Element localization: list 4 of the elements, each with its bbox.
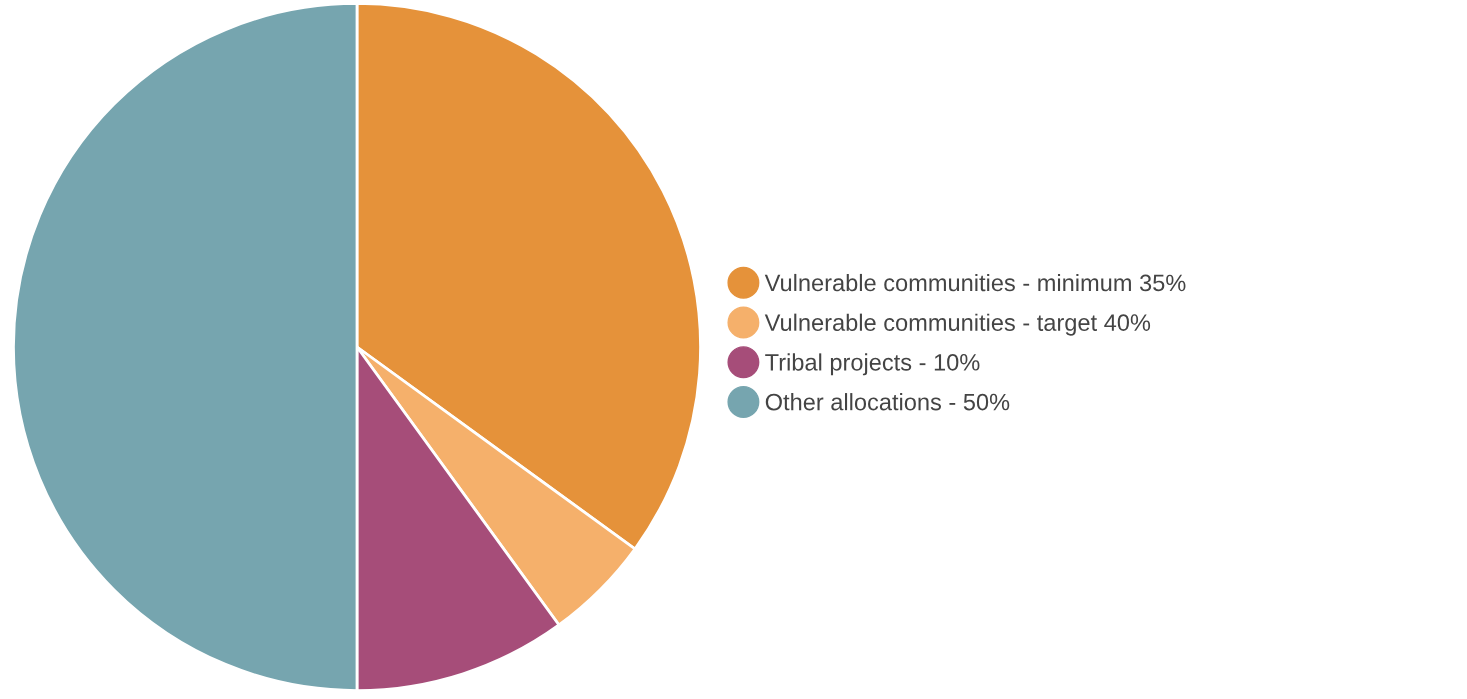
legend-label: Other allocations - 50% [765,393,1010,411]
legend-label: Vulnerable communities - target 40% [764,313,1151,336]
legend-label: Tribal projects - 10% [765,353,980,376]
legend-label: Vulnerable communities - minimum 35% [764,273,1186,292]
